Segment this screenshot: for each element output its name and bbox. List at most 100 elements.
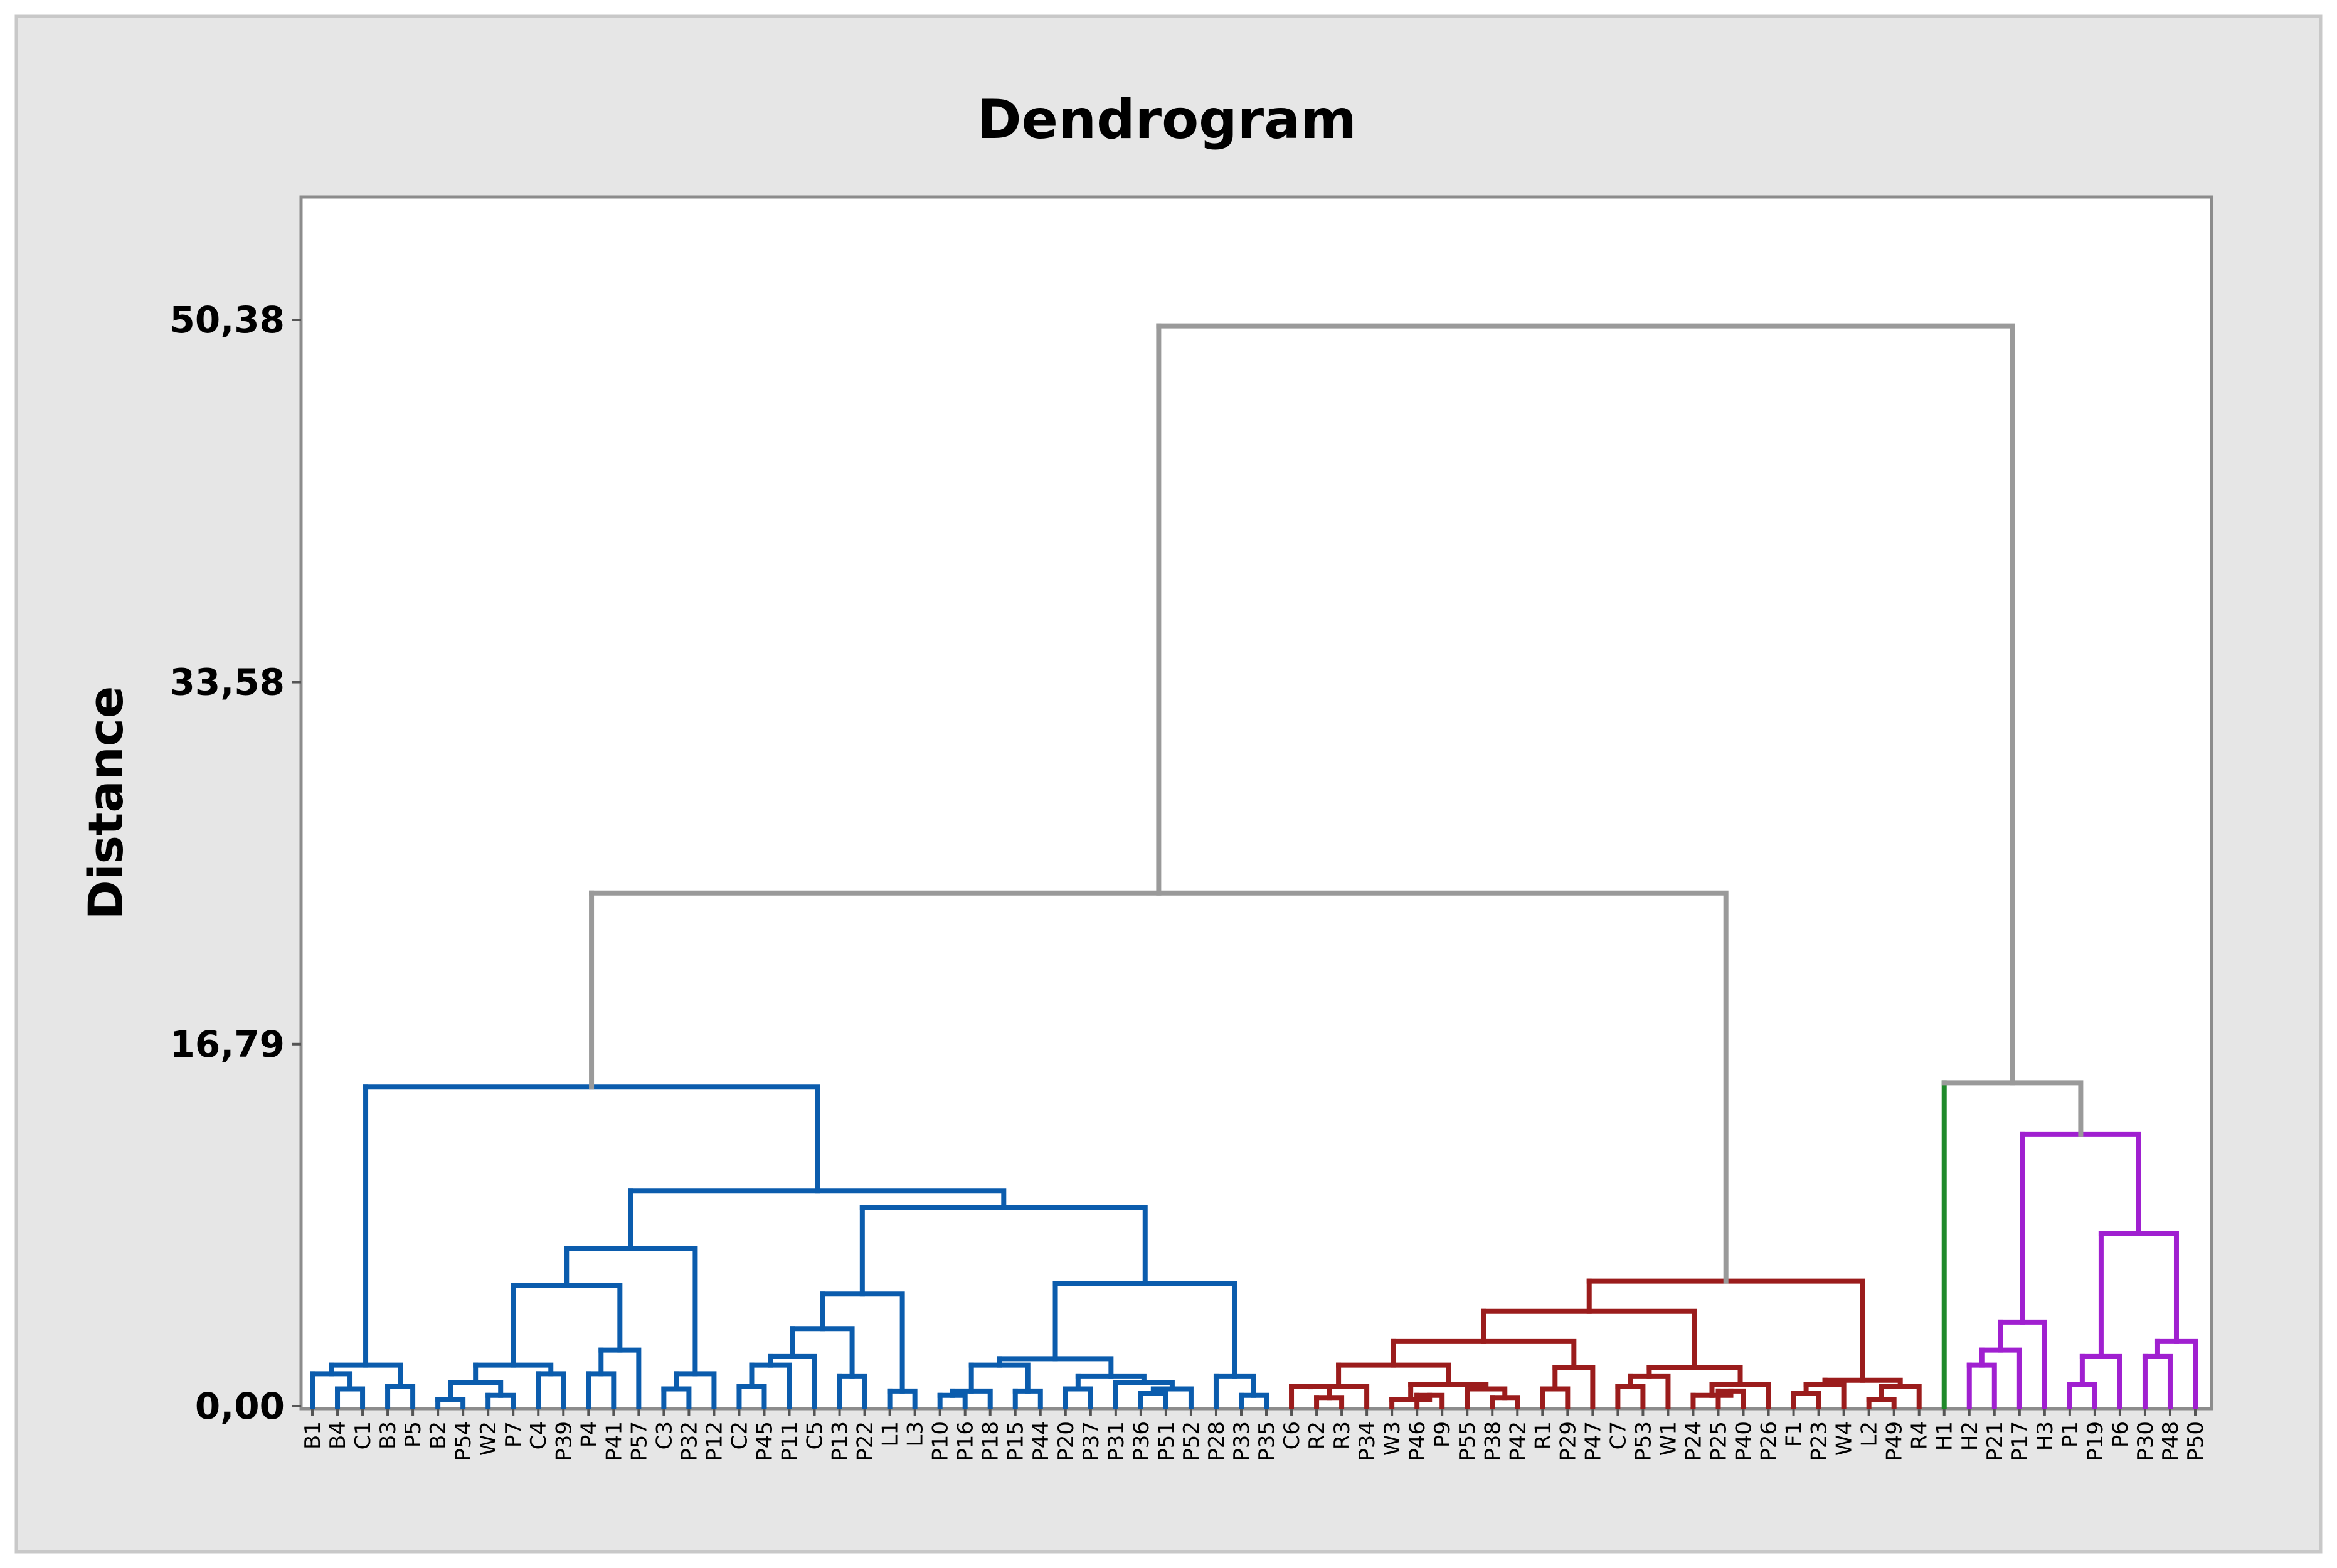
plot-area bbox=[299, 195, 2213, 1411]
dendrogram-link bbox=[1052, 1281, 1237, 1379]
dendrogram-link bbox=[448, 1380, 504, 1398]
dendrogram-link bbox=[564, 1246, 698, 1377]
leaf-label: P36 bbox=[1129, 1421, 1154, 1461]
dendrogram-link bbox=[1628, 1373, 1671, 1409]
dendrogram-link bbox=[2079, 1353, 2122, 1409]
dendrogram-links bbox=[310, 323, 2198, 1409]
dendrogram-link bbox=[1156, 323, 2015, 1086]
dendrogram-link bbox=[2142, 1353, 2173, 1409]
dendrogram-link bbox=[937, 1392, 968, 1409]
dendrogram-link bbox=[598, 1347, 642, 1409]
leaf-label: P1 bbox=[2058, 1421, 2083, 1448]
dendrogram-link bbox=[589, 890, 1729, 1284]
leaf-label: L1 bbox=[878, 1421, 903, 1447]
dendrogram-link bbox=[1490, 1395, 1520, 1409]
leaf-label: P33 bbox=[1229, 1421, 1254, 1461]
dendrogram-link bbox=[674, 1371, 717, 1409]
leaf-label: C6 bbox=[1280, 1421, 1305, 1449]
leaf-label: P30 bbox=[2133, 1421, 2158, 1461]
dendrogram-link bbox=[473, 1362, 554, 1377]
leaf-label: P39 bbox=[551, 1421, 576, 1461]
leaf-label: C5 bbox=[803, 1421, 828, 1449]
leaf-label: P16 bbox=[953, 1421, 978, 1461]
leaf-label: P34 bbox=[1355, 1421, 1380, 1461]
leaf-label: P31 bbox=[1104, 1421, 1129, 1461]
leaf-label: P45 bbox=[752, 1421, 777, 1461]
leaf-label: R2 bbox=[1305, 1421, 1330, 1449]
leaf-label: P26 bbox=[1757, 1421, 1782, 1461]
dendrogram-link bbox=[820, 1291, 905, 1394]
dendrogram-link bbox=[586, 1371, 617, 1409]
leaf-label: P55 bbox=[1455, 1421, 1480, 1461]
leaf-label: P7 bbox=[501, 1421, 526, 1448]
dendrogram-link bbox=[1213, 1373, 1256, 1398]
dendrogram-link bbox=[859, 1205, 1148, 1286]
dendrogram-link bbox=[1715, 1388, 1746, 1409]
leaf-label: R4 bbox=[1907, 1421, 1932, 1449]
dendrogram-link bbox=[1998, 1319, 2047, 1409]
dendrogram-link bbox=[1966, 1362, 1997, 1409]
leaf-label: P5 bbox=[401, 1421, 426, 1448]
dendrogram-link bbox=[1941, 1080, 2084, 1137]
leaf-labels: B1 B4 C1 B3 P5 B2 P54 W2 P7 C4 P39 P4 P41 P57 C3 P32 P12… bbox=[300, 1409, 2208, 1461]
dendrogram-link bbox=[749, 1362, 792, 1409]
dendrogram-link bbox=[1866, 1397, 1897, 1409]
dendrogram-link bbox=[1389, 1392, 1433, 1402]
dendrogram-link bbox=[1481, 1308, 1697, 1370]
dendrogram-link bbox=[1336, 1362, 1451, 1387]
dendrogram-link bbox=[661, 1386, 692, 1409]
leaf-label: P22 bbox=[853, 1421, 878, 1461]
y-tick-label: 16,79 bbox=[170, 1023, 285, 1066]
leaf-label: H3 bbox=[2033, 1421, 2058, 1451]
dendrogram-link bbox=[329, 1362, 403, 1390]
leaf-label: W2 bbox=[476, 1421, 501, 1456]
dendrogram-link bbox=[1113, 1380, 1175, 1392]
leaf-label: C1 bbox=[351, 1421, 376, 1449]
dendrogram-link bbox=[2098, 1231, 2179, 1344]
leaf-label: P41 bbox=[601, 1421, 627, 1461]
dendrogram-link bbox=[1408, 1382, 1489, 1392]
leaf-label: P44 bbox=[1029, 1421, 1054, 1461]
leaf-label: R3 bbox=[1330, 1421, 1355, 1449]
leaf-label: P40 bbox=[1732, 1421, 1757, 1461]
dendrogram-link bbox=[1012, 1388, 1043, 1409]
leaf-label: P19 bbox=[2083, 1421, 2108, 1461]
dendrogram-link bbox=[997, 1356, 1114, 1379]
dendrogram-link bbox=[1150, 1386, 1194, 1409]
dendrogram-link bbox=[887, 1388, 918, 1409]
leaf-label: P57 bbox=[627, 1421, 652, 1461]
leaf-label: P18 bbox=[978, 1421, 1004, 1461]
dendrogram-link bbox=[790, 1326, 855, 1379]
leaf-label: B3 bbox=[376, 1421, 401, 1449]
dendrogram-link bbox=[1791, 1391, 1821, 1409]
leaf-label: P21 bbox=[1983, 1421, 2008, 1461]
leaf-label: W3 bbox=[1380, 1421, 1405, 1456]
dendrogram-link bbox=[768, 1353, 817, 1409]
leaf-label: P17 bbox=[2008, 1421, 2033, 1461]
leaf-label: W4 bbox=[1832, 1421, 1857, 1456]
dendrogram-link bbox=[1979, 1347, 2022, 1409]
leaf-label: P48 bbox=[2158, 1421, 2183, 1461]
leaf-label: P54 bbox=[451, 1421, 476, 1461]
dendrogram-link bbox=[1063, 1386, 1093, 1409]
dendrogram-link bbox=[1540, 1386, 1571, 1409]
dendrogram-link bbox=[1138, 1391, 1168, 1409]
leaf-label: P10 bbox=[928, 1421, 953, 1461]
dendrogram-link bbox=[628, 1188, 1007, 1210]
dendrogram-link bbox=[1615, 1384, 1646, 1409]
leaf-label: R1 bbox=[1530, 1421, 1555, 1449]
leaf-label: H2 bbox=[1958, 1421, 1983, 1451]
dendrogram-link bbox=[1879, 1384, 1922, 1409]
dendrogram-link bbox=[511, 1283, 623, 1353]
dendrogram-link bbox=[968, 1362, 1031, 1394]
leaf-label: P52 bbox=[1179, 1421, 1204, 1461]
y-axis-title: Distance bbox=[78, 686, 134, 920]
dendrogram-link bbox=[2067, 1382, 2097, 1409]
dendrogram-link bbox=[1822, 1377, 1903, 1390]
leaf-label: C4 bbox=[526, 1421, 551, 1449]
leaf-label: P12 bbox=[702, 1421, 727, 1461]
leaf-label: F1 bbox=[1782, 1421, 1807, 1447]
leaf-label: P24 bbox=[1681, 1421, 1706, 1461]
